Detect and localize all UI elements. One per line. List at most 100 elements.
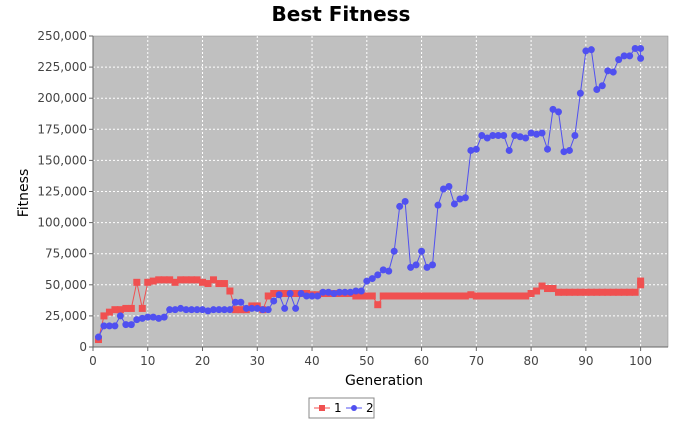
data-point xyxy=(226,287,234,295)
data-point xyxy=(149,313,157,321)
data-point xyxy=(637,54,645,62)
legend-box xyxy=(308,397,375,419)
data-point xyxy=(401,292,409,300)
y-tick-label: 100,000 xyxy=(37,216,87,230)
data-point xyxy=(204,307,212,315)
data-point xyxy=(204,280,212,288)
data-point xyxy=(418,247,426,255)
y-tick-label: 125,000 xyxy=(37,185,87,199)
data-point xyxy=(144,313,152,321)
data-point xyxy=(631,288,639,296)
data-point xyxy=(505,292,513,300)
data-point xyxy=(390,292,398,300)
data-point xyxy=(604,67,612,75)
data-point xyxy=(379,266,387,274)
data-point xyxy=(396,292,404,300)
data-point xyxy=(522,292,530,300)
data-point xyxy=(182,276,190,284)
data-point xyxy=(450,200,458,208)
data-point xyxy=(242,304,250,312)
chart-title: Best Fitness xyxy=(272,2,411,26)
data-point xyxy=(363,292,371,300)
data-point xyxy=(237,298,245,306)
data-point xyxy=(133,316,141,324)
data-point xyxy=(286,290,294,298)
data-point xyxy=(637,281,645,289)
y-tick-label: 200,000 xyxy=(37,91,87,105)
data-point xyxy=(209,306,217,314)
data-point xyxy=(609,68,617,76)
data-point xyxy=(412,261,420,269)
data-point xyxy=(199,278,207,286)
data-point xyxy=(352,292,360,300)
data-point xyxy=(270,297,278,305)
data-point xyxy=(456,292,464,300)
data-point xyxy=(166,306,174,314)
data-point xyxy=(456,195,464,203)
y-tick-label: 250,000 xyxy=(37,29,87,43)
data-point xyxy=(467,146,475,154)
data-point xyxy=(472,292,480,300)
data-point xyxy=(533,287,541,295)
legend-label: 1 xyxy=(334,401,342,415)
x-tick-label: 40 xyxy=(304,354,319,368)
data-point xyxy=(565,288,573,296)
data-point xyxy=(116,306,124,314)
data-point xyxy=(171,278,179,286)
data-point xyxy=(149,277,157,285)
data-point xyxy=(122,321,130,329)
legend-label: 2 xyxy=(366,401,374,415)
data-point xyxy=(571,132,579,140)
y-axis-label: Fitness xyxy=(16,169,32,218)
data-point xyxy=(565,146,573,154)
data-point xyxy=(346,288,354,296)
data-point xyxy=(357,292,365,300)
data-point xyxy=(412,292,420,300)
x-tick-label: 0 xyxy=(89,354,97,368)
data-point xyxy=(308,292,316,300)
data-point xyxy=(193,306,201,314)
data-point xyxy=(396,202,404,210)
data-point xyxy=(461,292,469,300)
data-point xyxy=(544,145,552,153)
data-point xyxy=(105,322,113,330)
data-point xyxy=(341,288,349,296)
data-point xyxy=(598,288,606,296)
data-point xyxy=(554,288,562,296)
data-point xyxy=(259,306,267,314)
data-point xyxy=(330,290,338,298)
data-point xyxy=(390,247,398,255)
data-point xyxy=(439,292,447,300)
data-point xyxy=(188,306,196,314)
data-point xyxy=(467,291,475,299)
x-tick-label: 50 xyxy=(359,354,374,368)
data-point xyxy=(270,290,278,298)
data-point xyxy=(478,132,486,140)
data-point xyxy=(434,201,442,209)
data-point xyxy=(264,306,272,314)
data-point xyxy=(100,312,108,320)
data-point xyxy=(385,267,393,275)
data-point xyxy=(576,89,584,97)
data-point xyxy=(281,304,289,312)
data-point xyxy=(297,290,305,298)
data-point xyxy=(368,292,376,300)
data-point xyxy=(522,134,530,142)
data-point xyxy=(133,278,141,286)
data-point xyxy=(215,280,223,288)
data-point xyxy=(450,292,458,300)
data-point xyxy=(138,314,146,322)
data-point xyxy=(127,304,135,312)
data-point xyxy=(335,288,343,296)
data-point xyxy=(544,285,552,293)
legend-item-1: 1 xyxy=(314,401,342,415)
data-point xyxy=(237,306,245,314)
data-point xyxy=(445,183,453,191)
data-point xyxy=(407,292,415,300)
data-point xyxy=(363,277,371,285)
data-point xyxy=(615,56,623,64)
y-tick-label: 50,000 xyxy=(45,278,87,292)
data-point xyxy=(357,287,365,295)
data-point xyxy=(374,271,382,279)
